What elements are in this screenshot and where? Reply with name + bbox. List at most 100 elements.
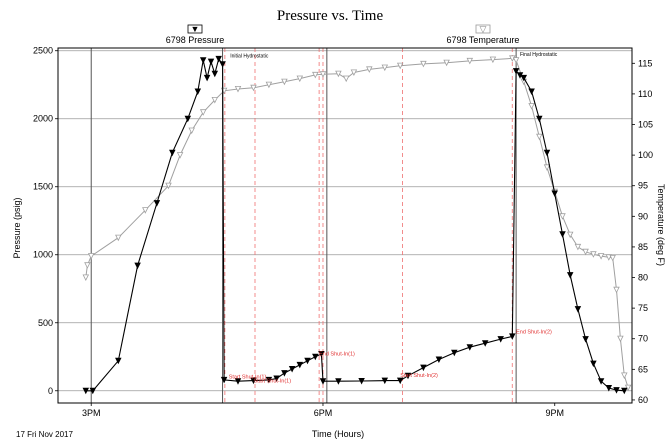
pressure-point <box>512 68 520 75</box>
pressure-point <box>207 58 215 66</box>
pressure-point <box>566 272 574 279</box>
y-axis-right-label: Temperature (deg F) <box>656 184 666 266</box>
y-left-tick-label: 500 <box>38 318 53 328</box>
pressure-point <box>543 149 551 157</box>
y-right-tick-label: 75 <box>638 303 648 313</box>
annotation-label: Start Shut-In(1) <box>253 379 291 385</box>
legend-pressure-box <box>187 24 203 34</box>
y-right-tick-label: 70 <box>638 334 648 344</box>
pressure-point <box>551 190 558 197</box>
annotation-label: Final Hydrostatic <box>520 52 558 58</box>
grid <box>58 50 632 392</box>
temperature-point <box>590 251 597 258</box>
plot-frame <box>57 47 633 404</box>
y-right-tick-label: 115 <box>638 58 652 68</box>
y-right-tick-label: 80 <box>638 273 648 283</box>
pressure-point <box>559 231 566 238</box>
y-left-tick-label: 1500 <box>33 182 53 192</box>
y-right-tick-label: 95 <box>638 181 648 191</box>
legend-pressure-glyph: ▼ <box>191 24 200 34</box>
temperature-point <box>350 69 358 76</box>
pressure-point <box>509 333 516 340</box>
chart-title: Pressure vs. Time <box>277 8 384 24</box>
temperature-point <box>543 164 551 171</box>
pressure-point <box>605 384 613 392</box>
pressure-point <box>288 365 296 373</box>
temperature-point <box>250 84 257 92</box>
date-label: 17 Fri Nov 2017 <box>16 430 73 439</box>
x-tick-label: 3PM <box>82 408 101 418</box>
pressure-point <box>199 57 207 64</box>
temperature-point <box>528 103 535 110</box>
pressure-point <box>520 74 528 82</box>
temperature-point <box>82 274 90 281</box>
pressure-point <box>304 357 311 365</box>
pressure-point <box>582 336 589 343</box>
pressure-point <box>497 336 504 343</box>
temperature-point <box>559 213 566 220</box>
temperature-point <box>87 253 95 260</box>
pressure-point <box>134 262 141 270</box>
y-left-tick-label: 0 <box>48 386 53 396</box>
x-tick-label: 9PM <box>545 408 564 418</box>
pressure-point <box>265 376 273 384</box>
pressure-point <box>466 344 474 351</box>
pressure-point <box>281 370 288 377</box>
pressure-point <box>481 340 489 347</box>
pressure-point <box>335 378 342 385</box>
legend-temperature-glyph: ▽ <box>480 24 487 34</box>
temperature-point <box>443 59 450 67</box>
x-tick-label: 6PM <box>314 408 333 418</box>
annotation-label: Start Shut-In(2) <box>400 373 438 379</box>
legend-temperature-label: 6798 Temperature <box>447 35 520 45</box>
temperature-point <box>396 62 404 70</box>
temperature-point <box>265 81 273 89</box>
pressure-point <box>420 364 427 372</box>
temperature-point <box>199 109 207 116</box>
pressure-point <box>296 361 304 369</box>
pressure-point <box>273 375 280 382</box>
temperature-point <box>115 234 122 242</box>
annotation-label: Start Shut-In(1) <box>229 375 267 381</box>
temperature-point <box>574 243 582 251</box>
temperature-point <box>617 335 624 343</box>
temperature-point <box>536 133 543 141</box>
temperature-point <box>296 75 304 83</box>
legend-temperature-box <box>475 24 491 34</box>
pressure-point <box>215 55 222 63</box>
pressure-point <box>590 360 597 368</box>
temperature-point <box>381 64 389 72</box>
pressure-point <box>319 378 327 385</box>
temperature-point <box>466 57 474 65</box>
pressure-point <box>404 372 412 380</box>
temperature-point <box>176 152 184 159</box>
annotation-label: End Shut-In(1) <box>319 351 355 357</box>
pressure-point <box>536 115 543 123</box>
y-left-tick-label: 2500 <box>33 46 53 56</box>
pressure-point <box>528 88 535 95</box>
y-right-tick-label: 100 <box>638 150 653 160</box>
temperature-point <box>142 207 149 214</box>
annotations: Initial Hydrostatic Final Hydrostatic Star… <box>229 52 558 384</box>
temperature-point <box>234 86 242 93</box>
y-right-tick-label: 90 <box>638 211 648 221</box>
pressure-point <box>184 115 192 123</box>
temperature-point <box>597 253 605 260</box>
pressure-point <box>358 377 365 385</box>
pressure-point <box>169 149 176 157</box>
pressure-point <box>220 376 228 384</box>
temperature-point <box>613 286 620 294</box>
x-axis-label: Time (Hours) <box>312 429 364 439</box>
pressure-point <box>574 306 582 313</box>
temperature-point <box>165 182 172 190</box>
temperature-point <box>281 78 288 86</box>
pressure-point <box>89 387 97 395</box>
y-left-tick-label: 1000 <box>33 250 53 260</box>
temperature-point <box>211 97 219 104</box>
temperature-point <box>621 372 628 379</box>
pressure-point <box>621 387 628 395</box>
temperature-point <box>489 56 497 64</box>
legend-pressure-label: 6798 Pressure <box>166 35 225 45</box>
